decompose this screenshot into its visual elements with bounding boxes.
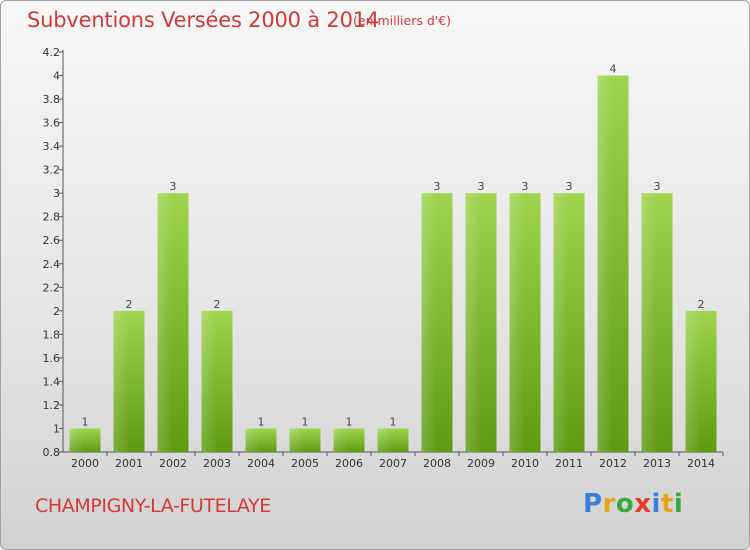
x-tick-label: 2008	[423, 457, 451, 470]
y-tick-label: 2	[53, 305, 60, 318]
y-tick-label: 2.2	[43, 281, 61, 294]
x-tick-label: 2001	[115, 457, 143, 470]
proxiti-logo: Proxiti	[583, 489, 683, 519]
x-tick-label: 2005	[291, 457, 319, 470]
bar-highlight	[289, 428, 305, 452]
x-tick-label: 2000	[71, 457, 99, 470]
x-tick-label: 2004	[247, 457, 275, 470]
chart-title: Subventions Versées 2000 à 2014	[27, 8, 380, 32]
data-label: 2	[214, 298, 221, 311]
data-label: 3	[434, 180, 441, 193]
axes: 0.8 1 1.2 1.4 1.6 1.8 2 2.2 2.4 2.6 2.8 3 3.2 3.4 3.6 3…	[43, 46, 724, 470]
bar-highlight	[597, 75, 613, 452]
x-tick-label: 2002	[159, 457, 187, 470]
logo-letter: i	[651, 489, 661, 519]
data-label: 1	[302, 415, 309, 428]
commune-name: CHAMPIGNY-LA-FUTELAYE	[35, 495, 271, 517]
x-tick-label: 2007	[379, 457, 407, 470]
y-tick-label: 2.6	[43, 234, 61, 247]
data-label: 3	[522, 180, 529, 193]
data-label: 3	[478, 180, 485, 193]
y-tick-label: 3.6	[43, 117, 61, 130]
y-tick-label: 3.2	[43, 164, 61, 177]
y-tick-label: 2.4	[43, 258, 61, 271]
data-label: 1	[390, 415, 397, 428]
x-tick-label: 2013	[643, 457, 671, 470]
y-tick-label: 1.4	[43, 375, 61, 388]
data-label: 3	[170, 180, 177, 193]
y-tick-label: 1	[53, 422, 60, 435]
data-label: 1	[82, 415, 89, 428]
bar-highlight	[113, 310, 129, 452]
x-tick-label: 2011	[555, 457, 583, 470]
bar-highlight	[69, 428, 85, 452]
logo-letter: t	[660, 489, 674, 519]
logo-letter: r	[602, 489, 616, 519]
y-tick-label: 4	[53, 70, 60, 83]
y-tick-label: 1.8	[43, 328, 61, 341]
logo-letter: o	[615, 489, 635, 519]
data-label: 1	[346, 415, 353, 428]
bar-highlight	[377, 428, 393, 452]
y-tick-label: 0.8	[43, 446, 61, 459]
bars-group	[69, 75, 717, 453]
y-tick-label: 4.2	[43, 46, 61, 59]
bar-highlight	[421, 193, 437, 453]
logo-letter: i	[673, 489, 684, 519]
bar-highlight	[201, 310, 217, 452]
chart-subtitle: (en milliers d'€)	[353, 13, 452, 28]
bar-highlight	[685, 310, 701, 452]
data-label: 2	[126, 298, 133, 311]
data-label: 3	[566, 180, 573, 193]
bar-highlight	[553, 193, 569, 453]
data-labels-group: 1 2 3 2 1 1 1 1 3 3 3 3 4 3 2	[82, 63, 705, 429]
x-tick-label: 2006	[335, 457, 363, 470]
y-tick-label: 3.8	[43, 93, 61, 106]
x-tick-label: 2009	[467, 457, 495, 470]
bar-highlight	[245, 428, 261, 452]
y-tick-label: 3.4	[43, 140, 61, 153]
y-tick-label: 1.6	[43, 352, 61, 365]
bar-highlight	[509, 193, 525, 453]
x-tick-label: 2014	[687, 457, 715, 470]
data-label: 3	[654, 180, 661, 193]
bar-highlight	[157, 193, 173, 453]
data-label: 1	[258, 415, 265, 428]
x-tick-label: 2003	[203, 457, 231, 470]
x-tick-label: 2010	[511, 457, 539, 470]
y-tick-label: 3	[53, 187, 60, 200]
x-tick-label: 2012	[599, 457, 627, 470]
data-label: 4	[610, 63, 617, 76]
y-tick-label: 1.2	[43, 399, 61, 412]
bar-highlight	[333, 428, 349, 452]
data-label: 2	[698, 298, 705, 311]
logo-letter: P	[583, 489, 603, 519]
bar-highlight	[641, 193, 657, 453]
y-tick-label: 2.8	[43, 211, 61, 224]
bar-highlight	[465, 193, 481, 453]
logo-letter: x	[634, 489, 652, 519]
